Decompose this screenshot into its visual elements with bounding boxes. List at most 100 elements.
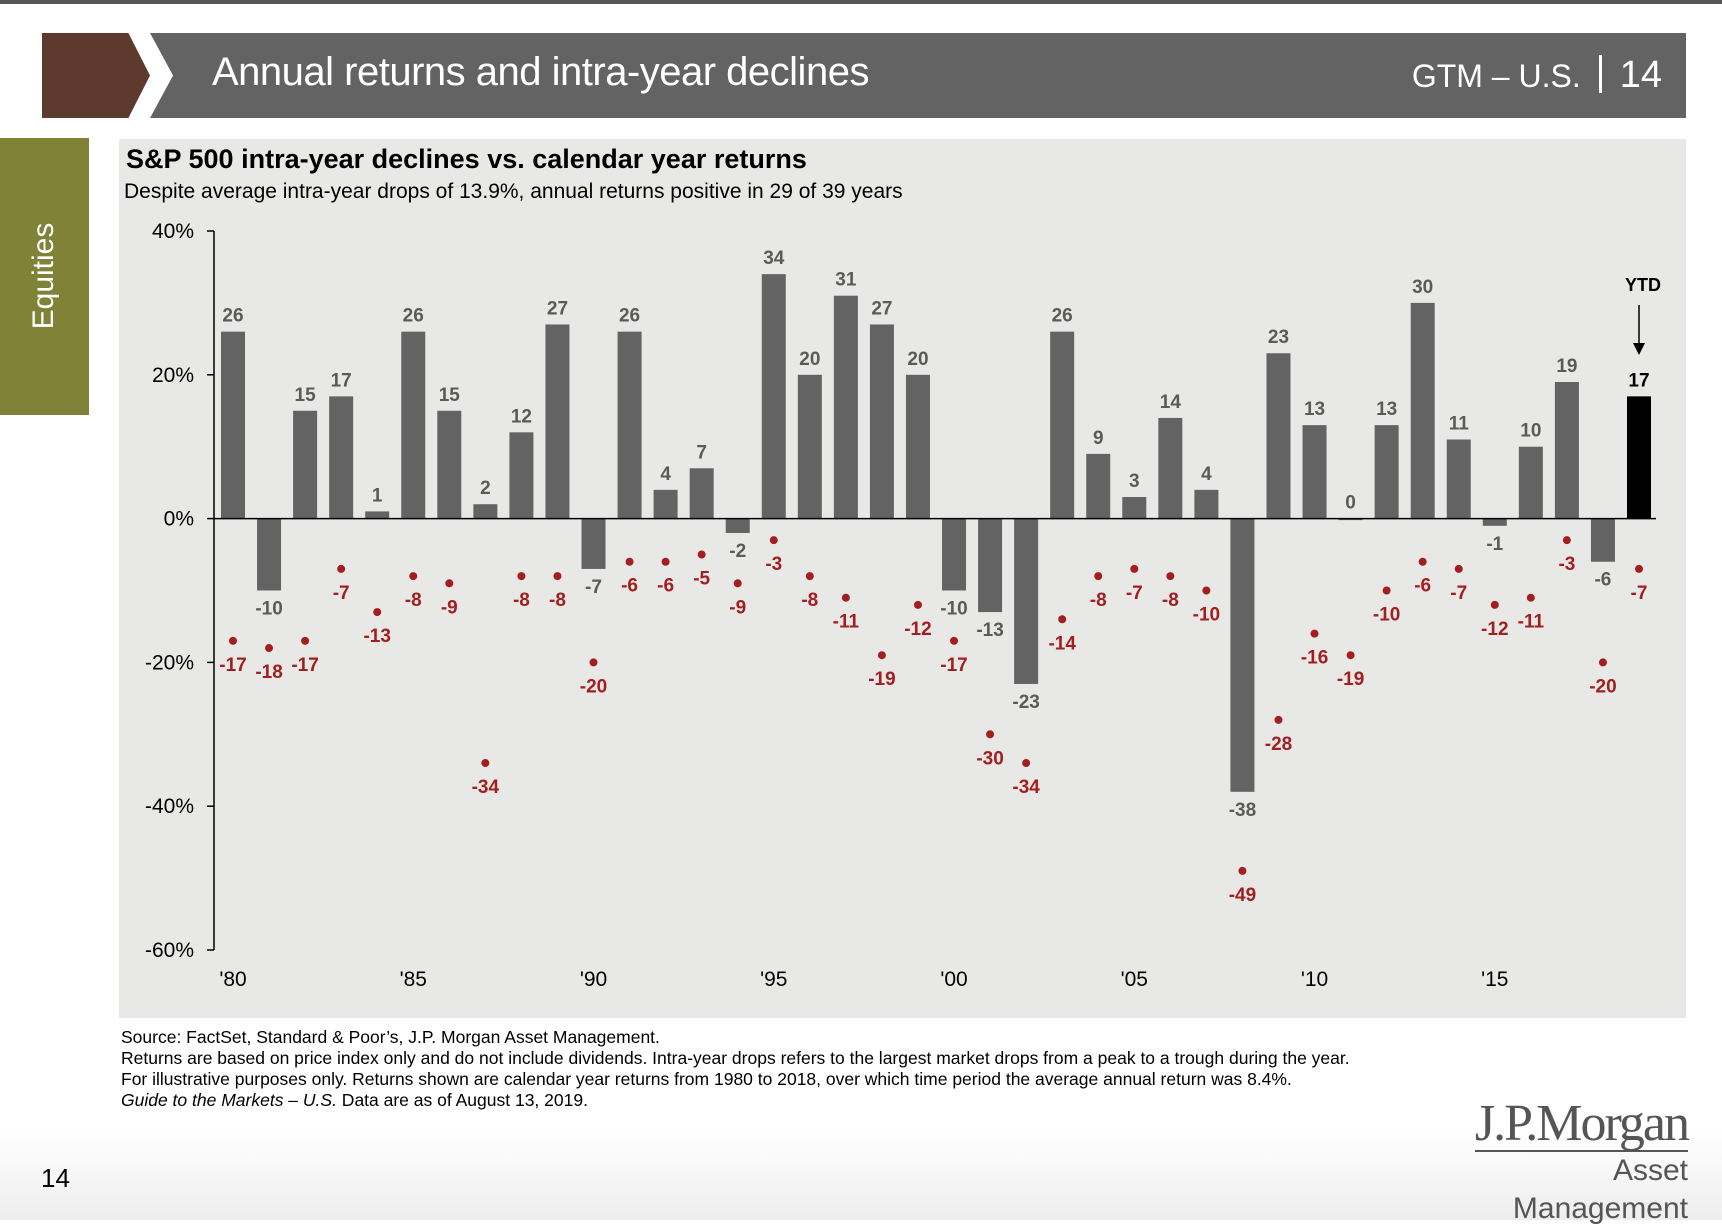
decline-label: -17 [219,655,246,676]
slide-title: Annual returns and intra-year declines [212,50,869,94]
decline-dot [1454,564,1463,573]
page-number: 14 [41,1163,70,1193]
return-label: 20 [907,349,928,370]
return-bar [617,331,642,519]
return-bar [1410,302,1435,519]
decline-dot [553,572,562,581]
chart-panel [119,139,1686,1018]
return-bar [869,324,894,519]
decline-label: -3 [1558,554,1575,575]
decline-dot [877,651,886,660]
return-bar [1230,518,1255,792]
decline-dot [517,572,526,581]
decline-label: -9 [441,597,458,618]
jpmorgan-logo: J.P.Morgan Asset Management [1474,1095,1690,1225]
return-bar [1482,518,1507,526]
return-label: 4 [660,464,671,485]
decline-dot [1635,564,1643,573]
decline-label: -8 [801,590,818,611]
return-bar [293,410,318,519]
return-label: 10 [1520,421,1541,442]
decline-label: -17 [291,655,318,676]
return-label: 13 [1304,399,1325,420]
return-bar [761,274,786,519]
decline-dot [625,557,634,566]
decline-dot [1418,557,1427,566]
header-section: GTM – U.S. 14 [1412,54,1662,97]
decline-label: -6 [1414,576,1431,597]
decline-dot [805,572,814,581]
decline-dot [1274,715,1283,724]
decline-dot [229,636,237,645]
decline-label: -28 [1265,734,1292,755]
decline-label: -11 [833,612,860,633]
x-tick-label: '95 [760,968,787,991]
return-bar [942,518,967,591]
decline-dot [733,579,742,588]
return-bar [833,295,858,519]
decline-label: -20 [1589,676,1616,697]
decline-label: -6 [621,576,638,597]
top-border [0,0,1722,4]
return-label: -38 [1229,800,1256,821]
return-bar [797,374,822,519]
decline-dot [841,593,850,602]
return-label: 0 [1345,493,1356,514]
x-tick-label: '05 [1121,968,1148,991]
decline-label: -12 [1481,619,1508,640]
return-bar [1194,489,1219,519]
decline-dot [1346,651,1355,660]
x-tick-label: '80 [219,968,246,991]
decline-dot [661,557,670,566]
footnotes: Source: FactSet, Standard & Poor’s, J.P.… [121,1027,1361,1111]
decline-label: -8 [513,590,530,611]
header-page-number: 14 [1619,54,1662,96]
decline-dot [1310,629,1319,638]
y-tick-label: 40% [152,220,194,243]
return-bar [689,468,714,519]
guide-date: Data are as of August 13, 2019. [336,1090,588,1110]
return-bar [401,331,426,519]
decline-dot [1562,536,1571,545]
ytd-arrow-head [1633,343,1645,355]
return-label: 19 [1556,356,1577,377]
chart-subtitle: Despite average intra-year drops of 13.9… [124,180,903,203]
decline-label: -34 [1012,777,1040,798]
decline-dot [913,600,922,609]
decline-dot [697,550,706,559]
decline-dot [445,579,454,588]
decline-dot [1238,866,1247,875]
decline-dot [1202,586,1211,595]
x-tick-label: '00 [940,968,967,991]
decline-dot [1022,759,1031,768]
decline-dot [1382,586,1391,595]
return-bar [1446,439,1471,519]
return-bar [581,518,606,569]
return-label: -13 [976,620,1003,641]
decline-label: -30 [976,748,1003,769]
decline-label: -20 [580,676,607,697]
return-label: 4 [1201,464,1212,485]
return-label: -10 [940,599,967,620]
return-bar [1374,425,1399,519]
return-bar [725,518,750,533]
y-tick-label: -40% [145,795,194,818]
return-label: 26 [1052,306,1073,327]
return-label: -7 [585,577,602,598]
return-label: -1 [1486,534,1503,555]
decline-label: -8 [1162,590,1179,611]
guide-title: Guide to the Markets – U.S. [121,1090,337,1110]
return-label: -6 [1594,570,1611,591]
return-bar [329,396,354,519]
decline-label: -6 [657,576,674,597]
return-bar [1014,518,1039,684]
return-label: 31 [835,270,857,291]
decline-dot [1490,600,1499,609]
return-bar [1554,381,1579,519]
return-bar [1086,453,1111,519]
method-note: Returns are based on price index only an… [121,1048,1350,1089]
decline-label: -49 [1229,885,1256,906]
decline-label: -13 [363,626,390,647]
return-bar [1050,331,1075,519]
return-label: 15 [295,385,317,406]
